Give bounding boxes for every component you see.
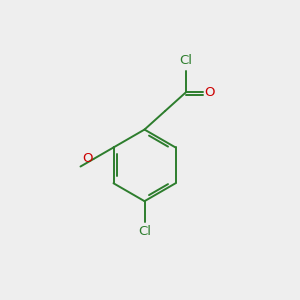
Text: Cl: Cl <box>138 225 151 238</box>
Text: O: O <box>205 86 215 99</box>
Text: Cl: Cl <box>179 54 192 67</box>
Text: O: O <box>82 152 92 165</box>
